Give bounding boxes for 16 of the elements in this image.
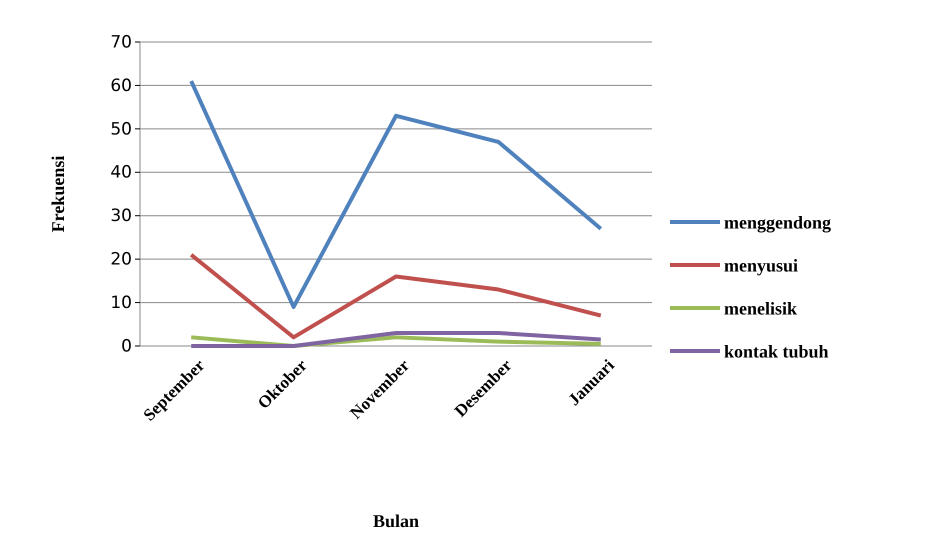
line-series [189,252,603,340]
y-tick-label: 40 [110,162,132,183]
y-tick-label: 10 [110,293,132,314]
legend-label: kontak tubuh [724,341,829,362]
legend-label: menggendong [724,212,832,232]
y-tick-label: 70 [110,32,132,52]
line-series [189,79,603,309]
y-tick-label: 50 [110,119,132,140]
legend-label: menyusui [724,255,798,276]
y-axis-title: Frekuensi [48,156,68,232]
legend-label: menelisik [724,298,798,318]
y-tick-label: 20 [110,250,132,270]
y-tick-label: 30 [110,206,132,226]
x-axis-title: Bulan [372,511,420,531]
y-tick-label: 0 [121,336,132,356]
y-tick-label: 60 [110,76,132,96]
